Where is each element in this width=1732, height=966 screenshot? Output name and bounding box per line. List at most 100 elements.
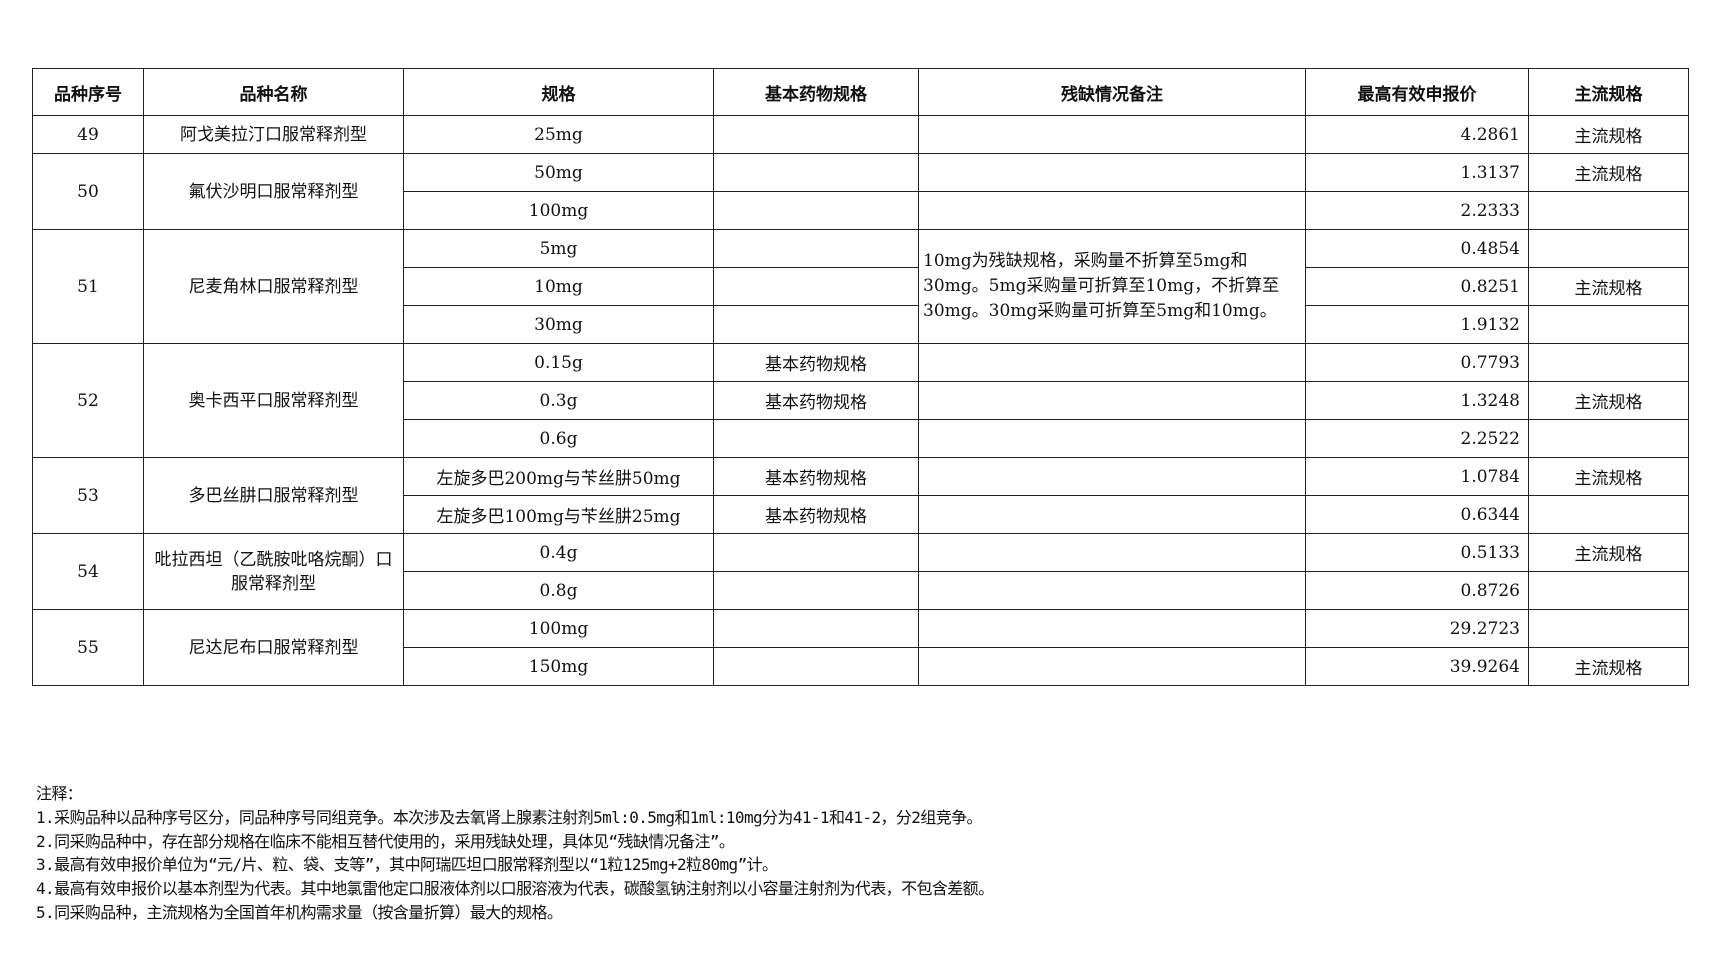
note-item: 4.最高有效申报价以基本剂型为代表。其中地氯雷他定口服液体剂以口服溶液为代表，碳… — [36, 879, 994, 899]
max-price-cell: 39.9264 — [1305, 647, 1529, 686]
shortage-remark-cell — [918, 191, 1306, 230]
basic-drug-spec-cell: 基本药物规格 — [713, 343, 919, 382]
shortage-remark-cell — [918, 419, 1306, 458]
item-number-cell: 49 — [32, 115, 144, 154]
table-row: 0.8g 0.8726 — [33, 571, 1689, 610]
max-price-cell: 1.3248 — [1305, 381, 1529, 420]
spec-cell: 100mg — [403, 191, 714, 230]
shortage-remark-cell — [918, 533, 1306, 572]
column-header: 残缺情况备注 — [918, 68, 1306, 116]
table-row: 55 尼达尼布口服常释剂型 100mg 29.2723 — [32, 609, 1689, 686]
table-row: 49 阿戈美拉汀口服常释剂型 25mg 4.2861 主流规格 — [32, 115, 1689, 154]
basic-drug-spec-cell — [713, 571, 919, 610]
drug-price-table: 品种序号 品种名称 规格 基本药物规格 残缺情况备注 最高有效申报价 主流规格 49 阿戈美拉… — [32, 68, 1689, 686]
spec-cell: 左旋多巴100mg与苄丝肼25mg — [403, 495, 714, 534]
note-item: 2.同采购品种中，存在部分规格在临床不能相互替代使用的，采用残缺处理，具体见“残… — [36, 831, 735, 851]
column-header: 品种名称 — [143, 68, 404, 116]
spec-cell: 0.8g — [403, 571, 714, 610]
note-item: 3.最高有效申报价单位为“元/片、粒、袋、支等”，其中阿瑞匹坦口服常释剂型以“1… — [36, 855, 778, 875]
column-header: 最高有效申报价 — [1305, 68, 1529, 116]
main-spec-cell: 主流规格 — [1528, 381, 1689, 420]
main-spec-cell: 主流规格 — [1528, 457, 1689, 496]
item-number-cell: 53 — [32, 457, 144, 534]
max-price-cell: 4.2861 — [1305, 115, 1529, 154]
table-row: 10mg 0.8251 主流规格 — [33, 267, 1689, 306]
spec-cell: 30mg — [403, 305, 714, 344]
item-name-cell: 氟伏沙明口服常释剂型 — [143, 153, 404, 230]
main-spec-cell — [1528, 419, 1689, 458]
spec-cell: 左旋多巴200mg与苄丝肼50mg — [403, 457, 714, 496]
notes-title: 注释： — [36, 784, 83, 803]
item-number-cell: 54 — [32, 533, 144, 610]
spec-cell: 0.15g — [403, 343, 714, 382]
item-name-cell: 奥卡西平口服常释剂型 — [143, 343, 404, 458]
table-row: 150mg 39.9264 主流规格 — [33, 647, 1689, 686]
shortage-remark-cell — [918, 153, 1306, 192]
table-row: 52 奥卡西平口服常释剂型 0.15g 基本药物规格 0.7793 — [32, 343, 1689, 458]
main-spec-cell — [1528, 609, 1689, 648]
item-name-cell: 吡拉西坦（乙酰胺吡咯烷酮）口服常释剂型 — [143, 533, 404, 610]
max-price-cell: 1.9132 — [1305, 305, 1529, 344]
table-header-row: 品种序号 品种名称 规格 基本药物规格 残缺情况备注 最高有效申报价 主流规格 — [32, 68, 1689, 116]
basic-drug-spec-cell — [713, 533, 919, 572]
item-number-cell: 51 — [32, 229, 144, 344]
basic-drug-spec-cell — [713, 419, 919, 458]
shortage-remark-cell: 10mg为残缺规格，采购量不折算至5mg和30mg。5mg采购量可折算至10mg… — [918, 229, 1306, 344]
spec-cell: 5mg — [403, 229, 714, 268]
max-price-cell: 1.3137 — [1305, 153, 1529, 192]
max-price-cell: 2.2522 — [1305, 419, 1529, 458]
spec-cell: 100mg — [403, 609, 714, 648]
main-spec-cell: 主流规格 — [1528, 267, 1689, 306]
basic-drug-spec-cell — [713, 647, 919, 686]
max-price-cell: 29.2723 — [1305, 609, 1529, 648]
column-header: 主流规格 — [1528, 68, 1689, 116]
table-row: 50 氟伏沙明口服常释剂型 50mg 1.3137 主流规格 — [32, 153, 1689, 230]
basic-drug-spec-cell — [713, 115, 919, 154]
basic-drug-spec-cell — [713, 305, 919, 344]
max-price-cell: 0.8251 — [1305, 267, 1529, 306]
main-spec-cell — [1528, 305, 1689, 344]
table-row: 左旋多巴100mg与苄丝肼25mg 基本药物规格 0.6344 — [33, 495, 1689, 534]
table-row: 30mg 1.9132 — [33, 305, 1689, 344]
item-name-cell: 尼达尼布口服常释剂型 — [143, 609, 404, 686]
main-spec-cell — [1528, 571, 1689, 610]
spec-cell: 50mg — [403, 153, 714, 192]
spec-cell: 0.6g — [403, 419, 714, 458]
basic-drug-spec-cell: 基本药物规格 — [713, 381, 919, 420]
spec-cell: 0.4g — [403, 533, 714, 572]
spec-cell: 0.3g — [403, 381, 714, 420]
table-row: 53 多巴丝肼口服常释剂型 左旋多巴200mg与苄丝肼50mg 基本药物规格 1.078… — [32, 457, 1689, 534]
main-spec-cell: 主流规格 — [1528, 533, 1689, 572]
shortage-remark-cell — [918, 343, 1306, 382]
column-header: 品种序号 — [32, 68, 144, 116]
basic-drug-spec-cell — [713, 229, 919, 268]
basic-drug-spec-cell — [713, 153, 919, 192]
main-spec-cell: 主流规格 — [1528, 115, 1689, 154]
table-row: 54 吡拉西坦（乙酰胺吡咯烷酮）口服常释剂型 0.4g 0.5133 主流规格 — [32, 533, 1689, 610]
shortage-remark-cell — [918, 609, 1306, 648]
basic-drug-spec-cell: 基本药物规格 — [713, 495, 919, 534]
spec-cell: 150mg — [403, 647, 714, 686]
main-spec-cell: 主流规格 — [1528, 647, 1689, 686]
main-spec-cell — [1528, 229, 1689, 268]
main-spec-cell — [1528, 495, 1689, 534]
column-header: 基本药物规格 — [713, 68, 919, 116]
item-name-cell: 阿戈美拉汀口服常释剂型 — [143, 115, 404, 154]
basic-drug-spec-cell — [713, 191, 919, 230]
shortage-remark-cell — [918, 381, 1306, 420]
item-number-cell: 50 — [32, 153, 144, 230]
main-spec-cell: 主流规格 — [1528, 153, 1689, 192]
max-price-cell: 0.8726 — [1305, 571, 1529, 610]
item-number-cell: 52 — [32, 343, 144, 458]
shortage-remark-cell — [918, 457, 1306, 496]
max-price-cell: 0.5133 — [1305, 533, 1529, 572]
shortage-remark-cell — [918, 647, 1306, 686]
basic-drug-spec-cell — [713, 609, 919, 648]
table-row: 0.3g 基本药物规格 1.3248 主流规格 — [33, 381, 1689, 420]
spec-cell: 25mg — [403, 115, 714, 154]
shortage-remark-cell — [918, 115, 1306, 154]
table-row: 51 尼麦角林口服常释剂型 5mg 10mg为残缺规格，采购量不折算至5mg和30mg… — [32, 229, 1689, 344]
max-price-cell: 0.4854 — [1305, 229, 1529, 268]
max-price-cell: 0.7793 — [1305, 343, 1529, 382]
main-spec-cell — [1528, 191, 1689, 230]
